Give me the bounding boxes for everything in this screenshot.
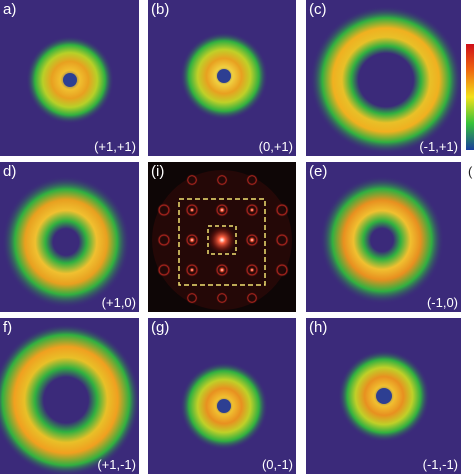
panel-h: (h) (-1,-1) bbox=[306, 318, 461, 474]
panel-letter: f) bbox=[3, 319, 13, 336]
panel-g: (g) (0,-1) bbox=[148, 318, 296, 474]
panel-index: (-1,+1) bbox=[419, 139, 458, 154]
colorbar bbox=[466, 44, 474, 150]
panel-letter: a) bbox=[3, 1, 17, 18]
panel-index: (+1,+1) bbox=[94, 139, 136, 154]
panel-e: (e) (-1,0) bbox=[306, 162, 461, 312]
donut-beam-image bbox=[320, 176, 444, 304]
donut-beam-image bbox=[180, 362, 268, 450]
panel-letter: (h) bbox=[309, 319, 328, 336]
panel-index: (0,-1) bbox=[261, 457, 293, 472]
donut-beam-image bbox=[310, 6, 461, 154]
panel-letter: (i) bbox=[151, 163, 165, 180]
panel-b: (b) (0,+1) bbox=[148, 0, 296, 156]
donut-beam-image bbox=[0, 324, 139, 474]
panel-letter: (b) bbox=[151, 1, 170, 18]
panel-c: (c) (-1,+1) bbox=[306, 0, 461, 156]
panel-a: a) (+1,+1) bbox=[0, 0, 139, 156]
panel-d: d) (+1,0) bbox=[0, 162, 139, 312]
panel-letter: (g) bbox=[151, 319, 170, 336]
panel-letter: d) bbox=[3, 163, 17, 180]
diffraction-pattern-image bbox=[148, 162, 296, 312]
panel-letter: (c) bbox=[309, 1, 327, 18]
panel-index: (+1,0) bbox=[101, 295, 136, 310]
donut-beam-image bbox=[180, 32, 268, 120]
panel-f: f) (+1,-1) bbox=[0, 318, 139, 474]
panel-index: (-1,-1) bbox=[422, 457, 458, 472]
colorbar-tick-label: ( bbox=[468, 164, 473, 179]
donut-beam-image bbox=[26, 36, 114, 124]
panel-index: (0,+1) bbox=[258, 139, 293, 154]
panel-letter: (e) bbox=[309, 163, 328, 180]
donut-beam-image bbox=[338, 350, 430, 442]
panel-index: (+1,-1) bbox=[97, 457, 136, 472]
donut-beam-image bbox=[2, 176, 130, 308]
panel-index: (-1,0) bbox=[426, 295, 458, 310]
panel-i: (i) bbox=[148, 162, 296, 312]
